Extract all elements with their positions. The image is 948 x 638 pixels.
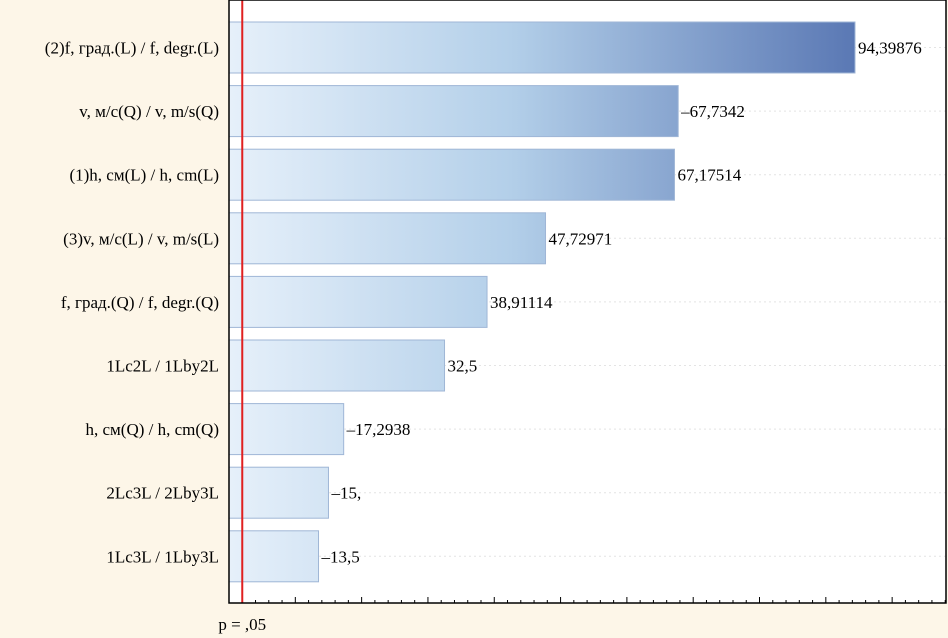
category-label: 2Lc3L / 2Lby3L — [106, 484, 219, 503]
value-label: –13,5 — [321, 547, 360, 566]
category-label: (3)v, м/с(L) / v, m/s(L) — [63, 229, 219, 248]
reference-line-label: p = ,05 — [218, 615, 266, 634]
bar — [228, 21, 856, 74]
bar — [228, 85, 679, 138]
category-label: 1Lc2L / 1Lby2L — [106, 357, 219, 376]
value-label: 47,72971 — [549, 229, 613, 248]
category-label: (2)f, град.(L) / f, degr.(L) — [45, 39, 219, 58]
value-labels: 94,39876 –67,7342 67,17514 47,72971 38,91114… — [321, 39, 922, 567]
category-label: f, град.(Q) / f, degr.(Q) — [61, 293, 219, 312]
category-label: h, см(Q) / h, cm(Q) — [86, 420, 220, 439]
category-label: v, м/с(Q) / v, m/s(Q) — [79, 102, 219, 121]
bar — [228, 148, 675, 201]
bar — [228, 339, 446, 392]
value-label: –17,2938 — [346, 420, 411, 439]
category-labels: (2)f, град.(L) / f, degr.(L) v, м/с(Q) / … — [45, 39, 219, 567]
value-label: –67,7342 — [680, 102, 745, 121]
value-label: 67,17514 — [677, 166, 741, 185]
value-label: 94,39876 — [858, 39, 922, 58]
bar — [228, 403, 345, 456]
value-label: –15, — [330, 484, 361, 503]
value-label: 38,91114 — [490, 293, 553, 312]
value-label: 32,5 — [448, 357, 478, 376]
bar — [228, 275, 488, 328]
bar — [228, 466, 329, 519]
category-label: 1Lc3L / 1Lby3L — [106, 547, 219, 566]
bar — [228, 212, 547, 265]
bars — [228, 21, 856, 583]
plot-frame — [228, 0, 947, 604]
category-label: (1)h, см(L) / h, cm(L) — [69, 166, 219, 185]
